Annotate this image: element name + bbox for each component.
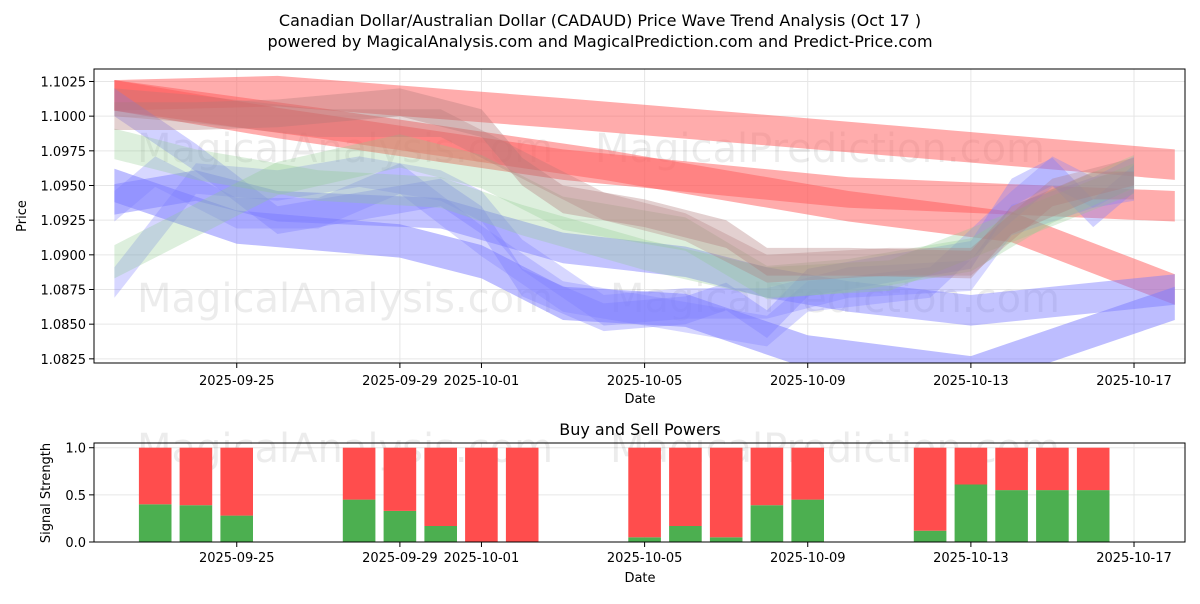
power-bars bbox=[138, 447, 1110, 542]
power-x-tick-label: 2025-10-13 bbox=[933, 551, 1009, 566]
price-plot-frame bbox=[93, 68, 1186, 364]
sell-bar bbox=[669, 447, 702, 526]
wave-band-brown-wave-2 bbox=[114, 88, 1134, 283]
sell-bar bbox=[709, 447, 743, 538]
chart-subtitle: powered by MagicalAnalysis.com and Magic… bbox=[267, 32, 932, 51]
wave-band-long-down-red bbox=[114, 80, 1175, 305]
buy-bar bbox=[954, 484, 988, 542]
price-y-tick-label: 1.0850 bbox=[41, 318, 87, 333]
wave-band-green-wave-1 bbox=[114, 134, 1134, 300]
buy-bar bbox=[1076, 490, 1110, 542]
sell-bar bbox=[1036, 447, 1069, 491]
power-y-tick-label: 1.0 bbox=[65, 442, 86, 457]
sell-bar bbox=[505, 447, 539, 542]
price-x-tick-label: 2025-10-09 bbox=[770, 374, 846, 389]
buy-bar bbox=[342, 499, 376, 542]
sell-bar bbox=[913, 447, 947, 531]
power-x-tick-label: 2025-10-01 bbox=[444, 551, 520, 566]
buy-bar bbox=[791, 499, 824, 542]
price-x-tick-label: 2025-10-05 bbox=[607, 374, 683, 389]
power-x-tick-label: 2025-10-09 bbox=[770, 551, 846, 566]
sell-bar bbox=[750, 447, 784, 506]
buy-bar bbox=[179, 505, 213, 542]
power-y-tick-label: 0.5 bbox=[65, 489, 86, 504]
price-y-tick-label: 1.0825 bbox=[41, 353, 87, 368]
price-panel: MagicalAnalysis.com MagicalPrediction.co… bbox=[15, 68, 1186, 407]
sell-bar bbox=[424, 447, 457, 526]
power-y-tick-label: 0.0 bbox=[65, 536, 86, 551]
sell-bar bbox=[138, 447, 172, 505]
sell-bar bbox=[179, 447, 213, 506]
sell-bar bbox=[1076, 447, 1110, 491]
power-panel: Buy and Sell Powers MagicalAnalysis.com … bbox=[39, 420, 1186, 586]
price-y-tick-label: 1.0975 bbox=[41, 145, 87, 160]
price-x-tick-label: 2025-10-13 bbox=[933, 374, 1009, 389]
price-y-tick-label: 1.1000 bbox=[41, 110, 87, 125]
price-y-axis-label: Price bbox=[15, 200, 30, 232]
sell-bar bbox=[383, 447, 417, 511]
chart-title: Canadian Dollar/Australian Dollar (CADAU… bbox=[279, 11, 921, 30]
price-x-ticks: 2025-09-25 2025-09-29 2025-10-01 2025-10-05… bbox=[199, 363, 1172, 389]
wave-band-blue-bottom-band bbox=[114, 168, 1175, 363]
buy-bar bbox=[138, 504, 172, 542]
power-x-tick-label: 2025-10-05 bbox=[607, 551, 683, 566]
buy-bar bbox=[913, 530, 947, 542]
price-x-tick-label: 2025-09-29 bbox=[362, 374, 438, 389]
buy-bar bbox=[1036, 490, 1069, 542]
sell-bar bbox=[791, 447, 824, 500]
power-panel-title: Buy and Sell Powers bbox=[559, 420, 721, 439]
buy-bar bbox=[628, 537, 661, 542]
wave-band-long-up-red-2 bbox=[114, 75, 1175, 180]
power-x-axis-label: Date bbox=[624, 571, 655, 586]
sell-bar bbox=[342, 447, 376, 500]
power-x-tick-label: 2025-10-17 bbox=[1096, 551, 1172, 566]
price-y-ticks: 1.0825 1.0850 1.0875 1.0900 1.0925 1.0950 1.09… bbox=[41, 75, 94, 368]
price-x-tick-label: 2025-10-01 bbox=[444, 374, 520, 389]
wave-band-brown-wave-1 bbox=[114, 88, 1134, 279]
power-x-ticks: 2025-09-25 2025-09-29 2025-10-01 2025-10-05… bbox=[199, 542, 1172, 566]
power-plot-frame bbox=[93, 442, 1186, 543]
buy-bar bbox=[383, 510, 417, 542]
price-wave-bands bbox=[114, 75, 1175, 363]
price-x-tick-label: 2025-09-25 bbox=[199, 374, 275, 389]
buy-bar bbox=[669, 526, 702, 542]
power-x-tick-label: 2025-09-29 bbox=[362, 551, 438, 566]
price-y-tick-label: 1.0925 bbox=[41, 214, 87, 229]
power-x-tick-label: 2025-09-25 bbox=[199, 551, 275, 566]
buy-bar bbox=[220, 515, 253, 542]
price-y-tick-label: 1.1025 bbox=[41, 75, 87, 90]
wave-band-blue-wave-2 bbox=[114, 156, 1134, 326]
wave-band-blue-mid-band bbox=[114, 170, 1175, 326]
price-y-tick-label: 1.0875 bbox=[41, 284, 87, 299]
price-y-tick-label: 1.0900 bbox=[41, 249, 87, 264]
power-y-ticks: 0.0 0.5 1.0 bbox=[65, 442, 94, 551]
price-x-tick-label: 2025-10-17 bbox=[1096, 374, 1172, 389]
wave-band-blue-wave-1 bbox=[114, 88, 1134, 339]
wave-band-purple-wave bbox=[114, 156, 1134, 347]
watermark-analysis-mid: MagicalAnalysis.com bbox=[137, 276, 553, 322]
sell-bar bbox=[628, 447, 661, 538]
price-y-tick-label: 1.0950 bbox=[41, 179, 87, 194]
sell-bar bbox=[465, 447, 498, 542]
power-y-axis-label: Signal Strength bbox=[39, 443, 54, 543]
buy-bar bbox=[709, 537, 743, 542]
sell-bar bbox=[954, 447, 988, 485]
buy-bar bbox=[424, 526, 457, 542]
sell-bar bbox=[995, 447, 1028, 491]
price-x-axis-label: Date bbox=[624, 392, 655, 407]
sell-bar bbox=[220, 447, 253, 516]
wave-band-long-up-red-1 bbox=[114, 80, 1175, 222]
buy-bar bbox=[750, 505, 784, 542]
wave-band-green-wave-2 bbox=[114, 128, 1134, 298]
buy-bar bbox=[995, 490, 1028, 542]
